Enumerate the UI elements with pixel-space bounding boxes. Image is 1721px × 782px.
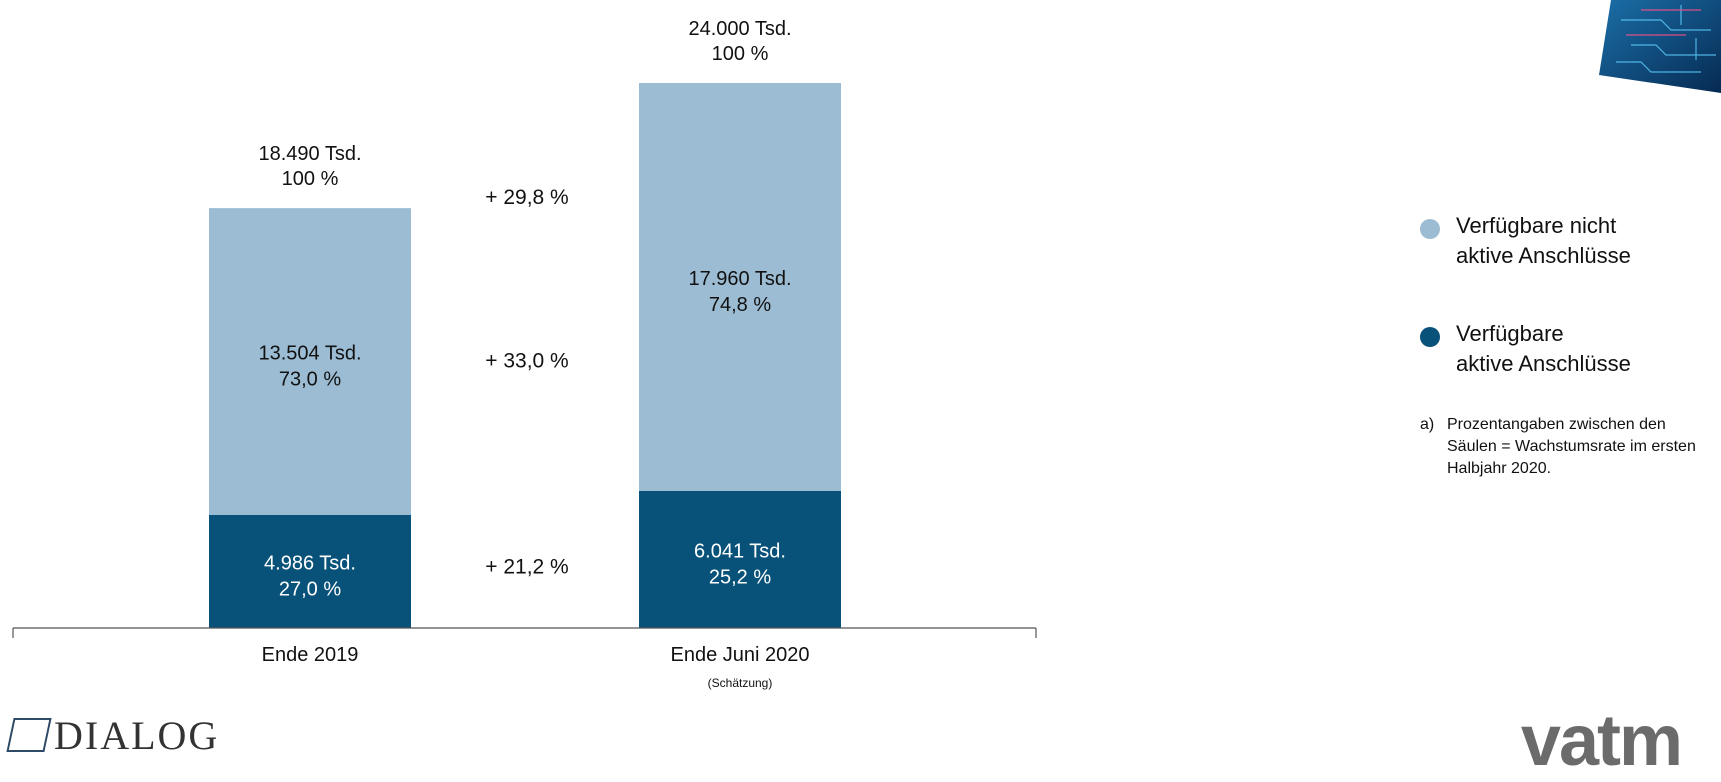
footnote-mark: a)	[1420, 416, 1435, 433]
total-percent-label-1: 100 %	[712, 43, 769, 65]
category-label-1: Ende Juni 2020	[670, 644, 809, 666]
vatm-logo: vatm	[1520, 701, 1683, 781]
segment-value-label-0-0: 4.986 Tsd.	[264, 552, 356, 574]
legend-label-active-line1: Verfügbare	[1456, 321, 1564, 346]
growth-label-total: + 29,8 %	[485, 186, 568, 209]
segment-value-label-1-0: 13.504 Tsd.	[258, 342, 361, 364]
segment-value-label-1-1: 17.960 Tsd.	[688, 268, 791, 290]
total-value-label-1: 24.000 Tsd.	[688, 18, 791, 40]
bar-segment-active-1	[639, 490, 841, 628]
dialog-logo: DIALOG	[6, 712, 219, 759]
legend-dot-inactive	[1420, 219, 1440, 239]
total-percent-label-0: 100 %	[282, 168, 339, 190]
segment-percent-label-0-1: 25,2 %	[709, 566, 771, 588]
bar-segment-inactive-1	[639, 82, 841, 491]
legend-label-inactive-line1: Verfügbare nicht	[1456, 213, 1617, 238]
segment-value-label-0-1: 6.041 Tsd.	[694, 540, 786, 562]
segment-percent-label-1-0: 73,0 %	[279, 368, 341, 390]
stacked-bar-chart: 4.986 Tsd. 27,0 % 13.504 Tsd. 73,0 % 18.490 …	[12, 18, 1037, 690]
circuit-board-image	[1571, 0, 1721, 93]
growth-label-inactive: + 33,0 %	[485, 349, 568, 372]
legend-label-active-line2: aktive Anschlüsse	[1456, 351, 1631, 376]
growth-label-active: + 21,2 %	[485, 555, 568, 578]
footnote-text: Prozentangaben zwischen den Säulen = Wac…	[1447, 416, 1696, 477]
legend-dot-active	[1420, 327, 1440, 347]
legend-label-inactive-line2: aktive Anschlüsse	[1456, 243, 1631, 268]
segment-percent-label-1-1: 74,8 %	[709, 294, 771, 316]
dialog-logo-mark	[6, 718, 52, 752]
segment-percent-label-0-0: 27,0 %	[279, 578, 341, 600]
total-value-label-0: 18.490 Tsd.	[258, 143, 361, 165]
bar-segment-active-0	[209, 514, 411, 628]
category-note-1: (Schätzung)	[708, 676, 773, 690]
category-label-0: Ende 2019	[262, 644, 359, 666]
bar-segment-inactive-0	[209, 208, 411, 515]
